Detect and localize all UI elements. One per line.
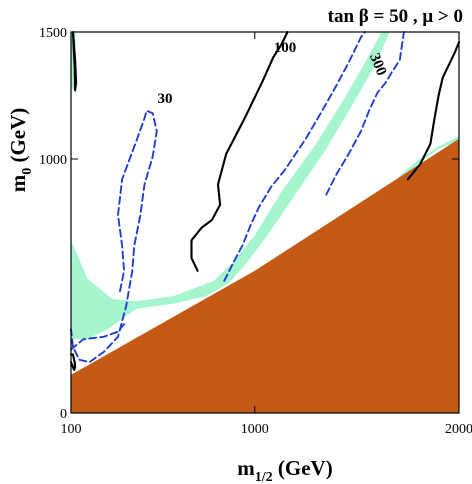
ticks-layer: 100 1000 2000 0 1000 1500 [39,26,472,437]
regions-layer [71,32,459,413]
contour-line-2 [325,31,405,196]
y-tick-label: 1000 [39,153,67,168]
cosmology-band-main [71,32,390,340]
y-tick-label: 0 [60,407,67,422]
x-tick-label: 100 [61,422,82,437]
cosmology-band-right [397,136,459,185]
x-tick-label: 1000 [241,422,269,437]
x-axis-label: m1/2 (GeV) [237,456,332,484]
contour-line-6 [71,30,78,92]
y-axis-label: m0 (GeV) [6,108,35,193]
contour-line-5 [70,323,126,351]
plot-frame [70,31,460,414]
contour-label-100: 100 [274,40,297,56]
contour-label-300: 300 [366,51,389,78]
contour-line-7 [69,353,77,371]
contour-line-0 [70,109,158,364]
contour-line-1 [190,30,289,272]
excluded-region [71,138,459,413]
contour-label-30: 30 [158,91,173,107]
chart-title: tan β = 50 , μ > 0 [328,6,463,27]
contour-line-3 [406,41,461,181]
contour-line-4 [223,31,367,282]
x-tick-label: 2000 [445,422,472,437]
contours-layer: 30 100 300 [69,30,461,371]
y-tick-label: 1500 [39,26,67,41]
